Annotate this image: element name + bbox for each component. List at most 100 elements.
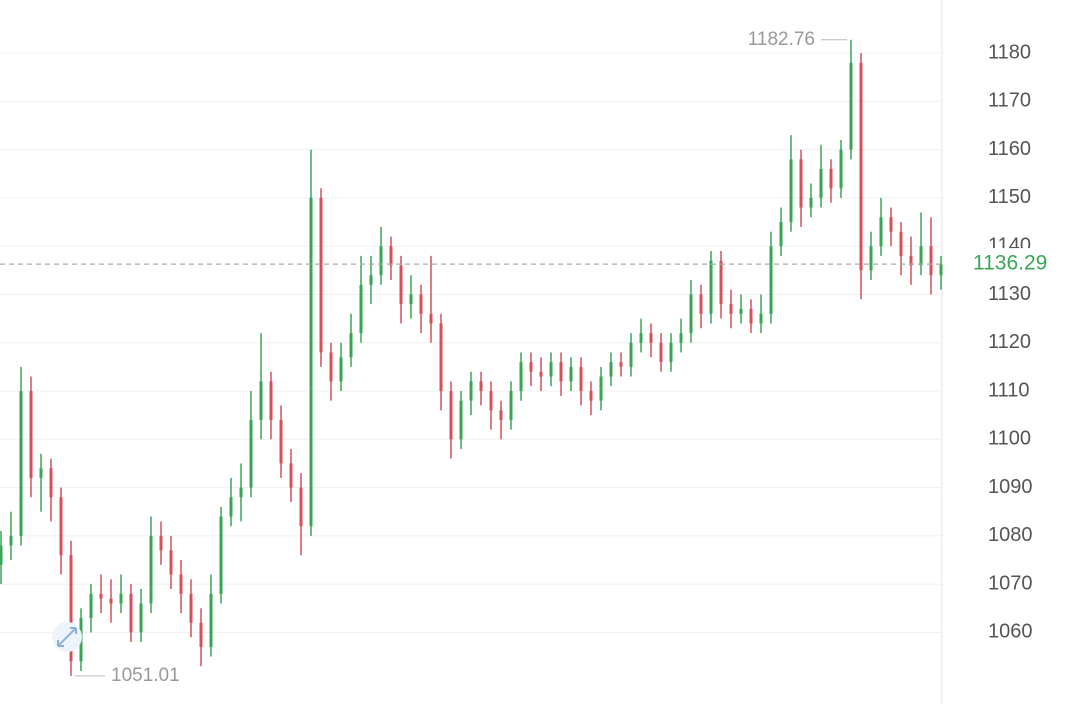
candle-body bbox=[159, 535, 163, 551]
candle-body bbox=[889, 217, 893, 232]
y-tick-label: 1060 bbox=[988, 621, 1033, 643]
candle-body bbox=[279, 420, 283, 464]
candle-body bbox=[629, 342, 633, 367]
candle-body bbox=[849, 62, 853, 150]
y-tick-label: 1100 bbox=[988, 428, 1031, 450]
candle-body bbox=[129, 593, 133, 633]
candle-body bbox=[799, 159, 803, 208]
candle-body bbox=[879, 217, 883, 247]
y-tick-label: 1130 bbox=[988, 283, 1031, 305]
y-tick-label: 1160 bbox=[988, 138, 1031, 160]
candle-body bbox=[359, 284, 363, 334]
candle-body bbox=[449, 391, 453, 440]
candle-body bbox=[379, 246, 383, 276]
candle-body bbox=[499, 410, 503, 420]
candle-body bbox=[139, 603, 143, 633]
candle-body bbox=[619, 362, 623, 367]
candle-body bbox=[419, 294, 423, 314]
candle-body bbox=[729, 304, 733, 314]
candle-body bbox=[529, 362, 533, 372]
y-tick-label: 1150 bbox=[988, 186, 1031, 208]
candle-body bbox=[19, 391, 23, 536]
candle-body bbox=[99, 593, 103, 599]
y-tick-label: 1120 bbox=[988, 331, 1031, 353]
candle-body bbox=[319, 197, 323, 353]
candle-body bbox=[569, 366, 573, 382]
candle-body bbox=[469, 381, 473, 401]
y-tick-label: 1170 bbox=[988, 90, 1031, 112]
candle-body bbox=[549, 362, 553, 377]
candle-body bbox=[109, 598, 113, 604]
candle-body bbox=[859, 62, 863, 271]
max-label: 1182.76 bbox=[748, 29, 815, 50]
candle-body bbox=[9, 535, 13, 546]
candle-body bbox=[219, 516, 223, 594]
candle-body bbox=[119, 593, 123, 604]
candle-body bbox=[769, 246, 773, 314]
expand-arrows bbox=[57, 627, 77, 647]
candle-body bbox=[559, 362, 563, 382]
candle-body bbox=[749, 308, 753, 324]
candle-body bbox=[169, 550, 173, 575]
y-tick-label: 1070 bbox=[988, 572, 1033, 594]
candle-body bbox=[439, 323, 443, 392]
candle-body bbox=[269, 381, 273, 420]
current-price-label: 1136.29 bbox=[973, 252, 1047, 275]
candle-body bbox=[759, 313, 763, 324]
candle-body bbox=[539, 371, 543, 377]
candle-body bbox=[659, 342, 663, 363]
y-tick-label: 1180 bbox=[988, 41, 1031, 63]
candle-body bbox=[639, 333, 643, 343]
candle-body bbox=[239, 487, 243, 498]
candle-body bbox=[69, 555, 73, 662]
candle-body bbox=[709, 260, 713, 314]
candle-body bbox=[369, 275, 373, 285]
candle-body bbox=[299, 487, 303, 527]
candle-body bbox=[489, 391, 493, 411]
candle-body bbox=[309, 197, 313, 527]
candle-body bbox=[459, 400, 463, 440]
min-label: 1051.01 bbox=[111, 665, 180, 686]
candle-body bbox=[259, 381, 263, 420]
candle-body bbox=[689, 294, 693, 334]
candle-body bbox=[579, 366, 583, 392]
candle-body bbox=[249, 420, 253, 488]
candle-body bbox=[779, 222, 783, 247]
candle-body bbox=[39, 468, 43, 478]
candle-body bbox=[719, 260, 723, 305]
candle-body bbox=[229, 497, 233, 517]
candle-body bbox=[589, 391, 593, 401]
candle-body bbox=[49, 468, 53, 498]
candle-body bbox=[789, 159, 793, 223]
candle-body bbox=[429, 313, 433, 324]
candle-body bbox=[609, 362, 613, 377]
candle-body bbox=[289, 463, 293, 488]
candle-body bbox=[649, 333, 653, 343]
candle-body bbox=[929, 246, 933, 276]
candle-body bbox=[899, 231, 903, 256]
candle-body bbox=[699, 294, 703, 314]
candle-body bbox=[919, 246, 923, 266]
candle-body bbox=[209, 593, 213, 647]
y-tick-label: 1090 bbox=[988, 476, 1033, 498]
candle-body bbox=[409, 294, 413, 305]
candle-body bbox=[839, 149, 843, 189]
candle-body bbox=[189, 593, 193, 623]
candle-body bbox=[199, 622, 203, 647]
candle-body bbox=[739, 308, 743, 314]
candle-body bbox=[0, 545, 3, 565]
candle-body bbox=[29, 391, 33, 478]
candle-body bbox=[399, 265, 403, 305]
candle-body bbox=[509, 391, 513, 420]
candle-body bbox=[679, 333, 683, 343]
candle-body bbox=[89, 593, 93, 618]
candle-body bbox=[909, 255, 913, 266]
current-price-box bbox=[943, 248, 1068, 281]
candle-body bbox=[339, 357, 343, 382]
candle-body bbox=[599, 376, 603, 401]
y-tick-label: 1110 bbox=[988, 379, 1030, 401]
candle-body bbox=[349, 333, 353, 358]
candle-body bbox=[389, 246, 393, 266]
candle-body bbox=[149, 535, 153, 604]
